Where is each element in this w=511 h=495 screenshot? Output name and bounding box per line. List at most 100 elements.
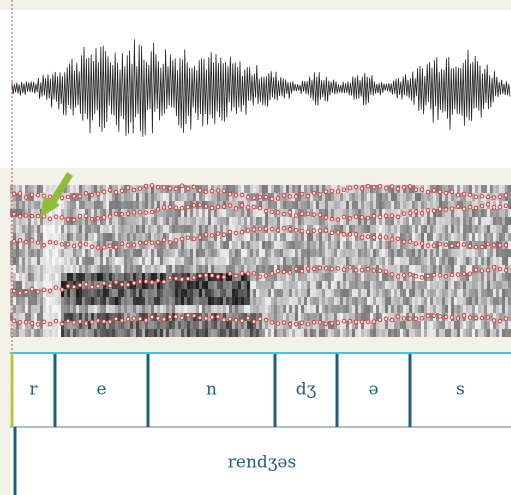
spectrogram-cell: [376, 257, 379, 265]
spectrogram-cell: [349, 273, 352, 281]
spectrogram-cell: [85, 265, 88, 273]
formant-point: [72, 321, 76, 325]
formant-point: [108, 320, 112, 324]
spectrogram-cell: [409, 193, 412, 201]
formant-point: [312, 320, 316, 324]
spectrogram-cell: [25, 185, 28, 193]
formant-point: [312, 229, 316, 233]
formant-point: [18, 239, 22, 243]
spectrogram-cell: [124, 289, 127, 297]
spectrogram-cell: [163, 289, 166, 297]
spectrogram-cell: [190, 329, 193, 337]
spectrogram-cell: [34, 265, 37, 273]
spectrogram-cell: [406, 225, 409, 233]
spectrogram-cell: [205, 249, 208, 257]
spectrogram-cell: [316, 313, 319, 321]
spectrogram-cell: [91, 249, 94, 257]
spectrogram-cell: [379, 241, 382, 249]
formant-point: [264, 318, 268, 322]
spectrogram-cell: [211, 321, 214, 329]
spectrogram-cell: [172, 305, 175, 313]
spectrogram-cell: [271, 241, 274, 249]
spectrogram-cell: [106, 313, 109, 321]
spectrogram-cell: [82, 313, 85, 321]
formant-point: [270, 272, 274, 276]
spectrogram-cell: [502, 297, 505, 305]
spectrogram-cell: [34, 313, 37, 321]
spectrogram-cell: [40, 273, 43, 281]
formant-point: [378, 269, 382, 273]
spectrogram-cell: [292, 297, 295, 305]
spectrogram-cell: [199, 209, 202, 217]
spectrogram-cell: [175, 193, 178, 201]
formant-point: [102, 281, 106, 285]
spectrogram-cell: [238, 249, 241, 257]
spectrogram-cell: [19, 225, 22, 233]
spectrogram-cell: [316, 185, 319, 193]
spectrogram-cell: [37, 257, 40, 265]
spectrogram-cell: [376, 241, 379, 249]
spectrogram-cell: [43, 233, 46, 241]
spectrogram-cell: [379, 329, 382, 337]
textgrid-panel: [10, 353, 511, 495]
spectrogram-cell: [178, 265, 181, 273]
formant-point: [138, 280, 142, 284]
spectrogram-cell: [466, 265, 469, 273]
spectrogram-cell: [67, 233, 70, 241]
spectrogram-cell: [64, 329, 67, 337]
spectrogram-cell: [280, 241, 283, 249]
word-label: rendʒəs: [228, 453, 296, 473]
spectrogram-cell: [166, 249, 169, 257]
spectrogram-cell: [181, 289, 184, 297]
spectrogram-cell: [274, 313, 277, 321]
spectrogram-cell: [52, 289, 55, 297]
spectrogram-cell: [139, 217, 142, 225]
spectrogram-cell: [292, 185, 295, 193]
spectrogram-cell: [352, 249, 355, 257]
spectrogram-cell: [385, 297, 388, 305]
formant-point: [126, 186, 130, 190]
spectrogram-cell: [268, 249, 271, 257]
spectrogram-cell: [13, 225, 16, 233]
spectrogram-cell: [439, 265, 442, 273]
spectrogram-cell: [181, 265, 184, 273]
spectrogram-cell: [43, 297, 46, 305]
spectrogram-cell: [328, 209, 331, 217]
spectrogram-cell: [55, 249, 58, 257]
spectrogram-cell: [37, 305, 40, 313]
spectrogram-cell: [214, 257, 217, 265]
spectrogram-cell: [301, 289, 304, 297]
spectrogram-cell: [163, 297, 166, 305]
formant-point: [402, 317, 406, 321]
spectrogram-cell: [157, 289, 160, 297]
spectrogram-cell: [376, 305, 379, 313]
formant-point: [186, 236, 190, 240]
spectrogram-cell: [340, 289, 343, 297]
spectrogram-cell: [64, 225, 67, 233]
spectrogram-cell: [253, 305, 256, 313]
spectrogram-cell: [454, 305, 457, 313]
spectrogram-cell: [265, 281, 268, 289]
spectrogram-cell: [103, 289, 106, 297]
spectrogram-cell: [409, 201, 412, 209]
formant-point: [324, 267, 328, 271]
spectrogram-cell: [184, 297, 187, 305]
spectrogram-cell: [334, 209, 337, 217]
spectrogram-cell: [223, 257, 226, 265]
spectrogram-cell: [289, 313, 292, 321]
spectrogram-cell: [229, 209, 232, 217]
spectrogram-cell: [82, 265, 85, 273]
spectrogram-cell: [22, 185, 25, 193]
spectrogram-cell: [373, 305, 376, 313]
formant-point: [426, 314, 430, 318]
spectrogram-cell: [355, 193, 358, 201]
spectrogram-cell: [439, 281, 442, 289]
spectrogram-cell: [16, 329, 19, 337]
spectrogram-cell: [445, 289, 448, 297]
spectrogram-cell: [379, 273, 382, 281]
spectrogram-cell: [421, 281, 424, 289]
spectrogram-cell: [463, 321, 466, 329]
spectrogram-cell: [16, 257, 19, 265]
spectrogram-cell: [184, 289, 187, 297]
spectrogram-cell: [268, 185, 271, 193]
